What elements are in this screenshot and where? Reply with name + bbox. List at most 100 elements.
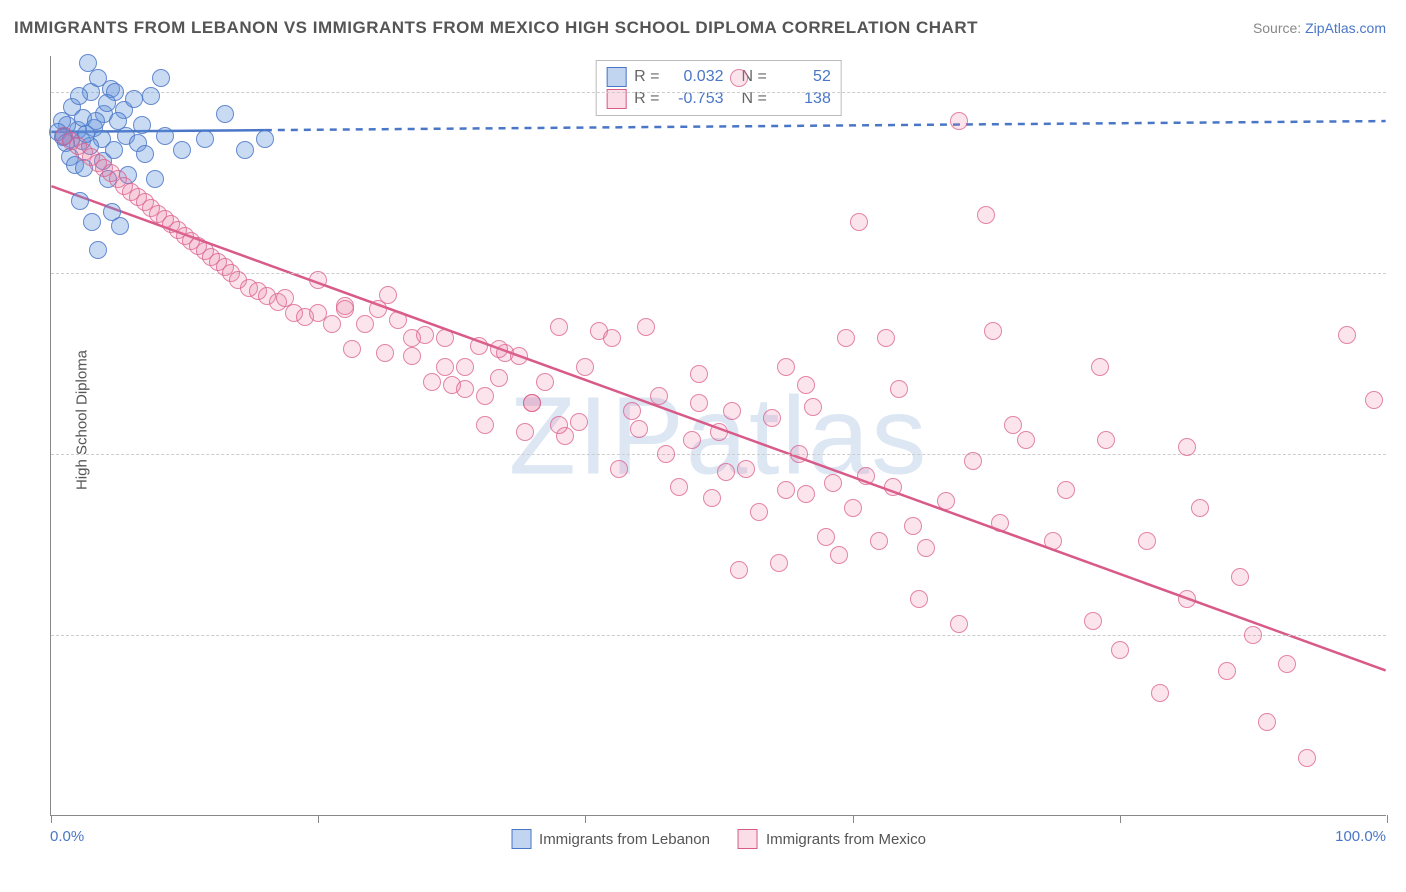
- data-point: [1178, 590, 1196, 608]
- data-point: [70, 87, 88, 105]
- n-value: 52: [775, 68, 831, 86]
- gridline: [51, 92, 1386, 93]
- data-point: [830, 546, 848, 564]
- x-axis-min-label: 0.0%: [50, 828, 84, 845]
- data-point: [389, 311, 407, 329]
- data-point: [630, 420, 648, 438]
- data-point: [844, 499, 862, 517]
- data-point: [125, 90, 143, 108]
- data-point: [1044, 532, 1062, 550]
- legend-label: Immigrants from Mexico: [766, 831, 926, 848]
- data-point: [456, 380, 474, 398]
- data-point: [436, 358, 454, 376]
- y-tick-label: 100.0%: [1396, 84, 1406, 101]
- data-point: [152, 69, 170, 87]
- data-point: [763, 409, 781, 427]
- data-point: [610, 460, 628, 478]
- data-point: [490, 340, 508, 358]
- data-point: [977, 206, 995, 224]
- y-tick-label: 75.0%: [1396, 265, 1406, 282]
- data-point: [456, 358, 474, 376]
- data-point: [950, 615, 968, 633]
- legend-swatch: [511, 829, 531, 849]
- data-point: [343, 340, 361, 358]
- data-point: [133, 116, 151, 134]
- data-point: [550, 416, 568, 434]
- data-point: [804, 398, 822, 416]
- legend-label: Immigrants from Lebanon: [539, 831, 710, 848]
- data-point: [670, 478, 688, 496]
- data-point: [436, 329, 454, 347]
- data-point: [196, 130, 214, 148]
- legend-swatch: [738, 829, 758, 849]
- data-point: [817, 528, 835, 546]
- data-point: [71, 192, 89, 210]
- data-point: [824, 474, 842, 492]
- data-point: [1298, 749, 1316, 767]
- data-point: [111, 217, 129, 235]
- data-point: [937, 492, 955, 510]
- source-attribution: Source: ZipAtlas.com: [1253, 20, 1386, 36]
- data-point: [1138, 532, 1156, 550]
- x-tick: [318, 815, 319, 823]
- gridline: [51, 635, 1386, 636]
- y-tick-label: 50.0%: [1396, 446, 1406, 463]
- data-point: [857, 467, 875, 485]
- data-point: [105, 141, 123, 159]
- data-point: [703, 489, 721, 507]
- data-point: [356, 315, 374, 333]
- data-point: [770, 554, 788, 572]
- data-point: [536, 373, 554, 391]
- data-point: [1258, 713, 1276, 731]
- data-point: [884, 478, 902, 496]
- source-label: Source:: [1253, 20, 1301, 36]
- data-point: [991, 514, 1009, 532]
- data-point: [476, 416, 494, 434]
- data-point: [523, 394, 541, 412]
- data-point: [1057, 481, 1075, 499]
- data-point: [309, 271, 327, 289]
- data-point: [623, 402, 641, 420]
- data-point: [1151, 684, 1169, 702]
- y-tick-label: 25.0%: [1396, 627, 1406, 644]
- data-point: [550, 318, 568, 336]
- data-point: [1218, 662, 1236, 680]
- data-point: [877, 329, 895, 347]
- data-point: [470, 337, 488, 355]
- data-point: [637, 318, 655, 336]
- data-point: [490, 369, 508, 387]
- source-value: ZipAtlas.com: [1305, 20, 1386, 36]
- data-point: [777, 358, 795, 376]
- data-point: [790, 445, 808, 463]
- data-point: [650, 387, 668, 405]
- r-value: 0.032: [668, 68, 724, 86]
- data-point: [657, 445, 675, 463]
- data-point: [323, 315, 341, 333]
- data-point: [142, 87, 160, 105]
- data-point: [236, 141, 254, 159]
- x-tick: [853, 815, 854, 823]
- data-point: [1365, 391, 1383, 409]
- data-point: [1084, 612, 1102, 630]
- data-point: [379, 286, 397, 304]
- data-point: [173, 141, 191, 159]
- data-point: [870, 532, 888, 550]
- data-point: [737, 460, 755, 478]
- data-point: [216, 105, 234, 123]
- series-legend: Immigrants from Lebanon Immigrants from M…: [511, 829, 926, 849]
- data-point: [777, 481, 795, 499]
- chart-title: IMMIGRANTS FROM LEBANON VS IMMIGRANTS FR…: [14, 18, 978, 38]
- legend-item: Immigrants from Mexico: [738, 829, 926, 849]
- plot-area: ZIPatlas R =0.032N =52R =-0.753N =138 Im…: [50, 56, 1386, 816]
- data-point: [1338, 326, 1356, 344]
- data-point: [336, 300, 354, 318]
- data-point: [576, 358, 594, 376]
- data-point: [1231, 568, 1249, 586]
- data-point: [476, 387, 494, 405]
- data-point: [797, 376, 815, 394]
- data-point: [837, 329, 855, 347]
- data-point: [890, 380, 908, 398]
- data-point: [950, 112, 968, 130]
- data-point: [89, 241, 107, 259]
- data-point: [850, 213, 868, 231]
